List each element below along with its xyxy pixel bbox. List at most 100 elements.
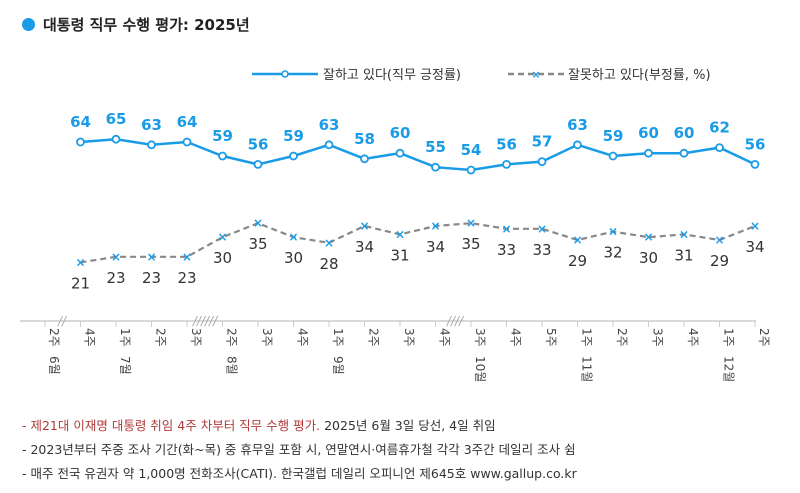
approve-data-label: 56 <box>745 135 766 153</box>
disapprove-point: × <box>395 227 405 241</box>
disapprove-data-label: 32 <box>603 244 622 262</box>
approve-data-label: 56 <box>248 135 269 153</box>
approve-point <box>76 137 85 147</box>
x-tick-label: 2주 <box>154 328 168 347</box>
disapprove-data-label: 31 <box>674 246 693 264</box>
footnote-3: - 매주 전국 유권자 약 1,000명 전화조사(CATI). 한국갤럽 데일… <box>22 466 577 481</box>
footnote-2: - 2023년부터 주중 조사 기간(화~목) 중 휴무일 포함 시, 연말연시… <box>22 442 576 457</box>
x-tick-label: 2주8월 <box>225 328 239 375</box>
disapprove-data-label: 23 <box>106 269 125 287</box>
disapprove-point: × <box>750 219 760 233</box>
disapprove-data-label: 28 <box>319 255 338 273</box>
approve-data-label: 59 <box>283 127 304 145</box>
x-tick-label: 2주 <box>757 328 771 347</box>
approve-data-label: 60 <box>638 124 659 142</box>
x-tick-label: 3주 <box>260 328 274 347</box>
approve-point <box>537 157 547 167</box>
axis-break-mark: // <box>57 314 68 328</box>
disapprove-data-label: 30 <box>639 249 658 267</box>
title-bullet-icon <box>22 18 35 31</box>
line-chart: 잘하고 있다(직무 긍정률) × 잘못하고 있다(부정률, %) 2주6월 4주 1주7월… <box>20 68 771 382</box>
approve-point <box>502 159 511 169</box>
footnote-1-rest: 2025년 6월 3일 당선, 4일 취임 <box>320 418 496 433</box>
disapprove-point: × <box>217 230 227 244</box>
chart-title-text: 대통령 직무 수행 평가: 2025년 <box>43 16 250 34</box>
approve-data-label: 57 <box>532 133 553 151</box>
x-tick-label: 4주 <box>83 328 97 347</box>
x-tick-label: 2주 <box>367 328 381 347</box>
disapprove-point: × <box>359 219 369 233</box>
x-tick-label: 4주 <box>296 328 310 347</box>
disapprove-data-label: 29 <box>568 252 587 270</box>
approve-data-label: 63 <box>567 116 588 134</box>
disapprove-point: × <box>466 216 476 230</box>
x-tick-label: 3주10월 <box>473 328 487 382</box>
x-tick-label: 4주 <box>438 328 452 347</box>
x-tick-label: 3주 <box>651 328 665 347</box>
x-tick-label: 5주 <box>544 328 558 347</box>
x-tick-label: 1주9월 <box>331 328 345 375</box>
disapprove-data-label: 23 <box>177 269 196 287</box>
disapprove-point: × <box>75 255 85 269</box>
disapprove-point: × <box>182 250 192 264</box>
axis-break-mark: ////// <box>192 314 219 328</box>
disapprove-data-label: 29 <box>710 252 729 270</box>
disapprove-data-label: 30 <box>213 249 232 267</box>
disapprove-data-label: 34 <box>745 238 764 256</box>
legend-disapprove-marker: × <box>531 68 540 81</box>
approve-point <box>431 162 440 172</box>
disapprove-data-label: 31 <box>390 246 409 264</box>
disapprove-data-label: 34 <box>426 238 445 256</box>
legend-disapprove-label: 잘못하고 있다(부정률, %) <box>568 68 711 83</box>
x-tick-label: 4주 <box>509 328 523 347</box>
x-tick-label: 2주6월 <box>47 328 61 375</box>
disapprove-point: × <box>501 222 511 236</box>
approve-point <box>147 140 156 150</box>
approve-point <box>679 148 689 158</box>
disapprove-data-label: 30 <box>284 249 303 267</box>
approve-data-label: 62 <box>709 119 730 137</box>
disapprove-point: × <box>324 236 334 250</box>
approve-point <box>608 151 618 161</box>
approve-point <box>573 140 582 150</box>
approve-data-label: 65 <box>106 110 127 128</box>
approve-point <box>218 151 227 161</box>
approve-point <box>715 143 724 153</box>
x-tick-label: 3주 <box>189 328 203 347</box>
x-tick-label: 1주11월 <box>580 328 594 382</box>
disapprove-data-label: 35 <box>461 235 480 253</box>
approve-data-label: 58 <box>354 130 375 148</box>
disapprove-point: × <box>146 250 156 264</box>
x-tick-label: 1주12월 <box>722 328 736 382</box>
approve-point <box>111 134 121 144</box>
x-tick-label: 4주 <box>686 328 700 347</box>
footnotes: - 제21대 이재명 대통령 취임 4주 차부터 직무 수행 평가. 2025년… <box>22 414 577 486</box>
disapprove-point: × <box>643 230 653 244</box>
approve-data-label: 55 <box>425 138 446 156</box>
approve-data-label: 64 <box>177 113 198 131</box>
disapprove-point: × <box>572 233 582 247</box>
legend-approve-marker <box>281 70 289 78</box>
disapprove-line <box>80 222 756 264</box>
disapprove-point: × <box>608 225 618 239</box>
approve-data-label: 54 <box>461 141 482 159</box>
approve-data-label: 60 <box>674 124 695 142</box>
approve-point <box>182 137 192 147</box>
x-tick-label: 2주 <box>615 328 629 347</box>
disapprove-data-label: 33 <box>532 241 551 259</box>
disapprove-data-label: 35 <box>248 235 267 253</box>
approve-point <box>395 148 405 158</box>
approve-data-label: 64 <box>70 113 91 131</box>
legend-approve-label: 잘하고 있다(직무 긍정률) <box>323 68 461 83</box>
approve-data-label: 60 <box>390 124 411 142</box>
disapprove-data-label: 23 <box>142 269 161 287</box>
approve-point <box>466 165 476 175</box>
disapprove-point: × <box>714 233 724 247</box>
approve-data-label: 59 <box>603 127 624 145</box>
disapprove-point: × <box>537 222 547 236</box>
approve-data-label: 63 <box>141 116 162 134</box>
approve-point <box>324 140 334 150</box>
x-tick-label: 1주7월 <box>118 328 132 375</box>
approve-data-label: 59 <box>212 127 233 145</box>
disapprove-point: × <box>253 216 263 230</box>
